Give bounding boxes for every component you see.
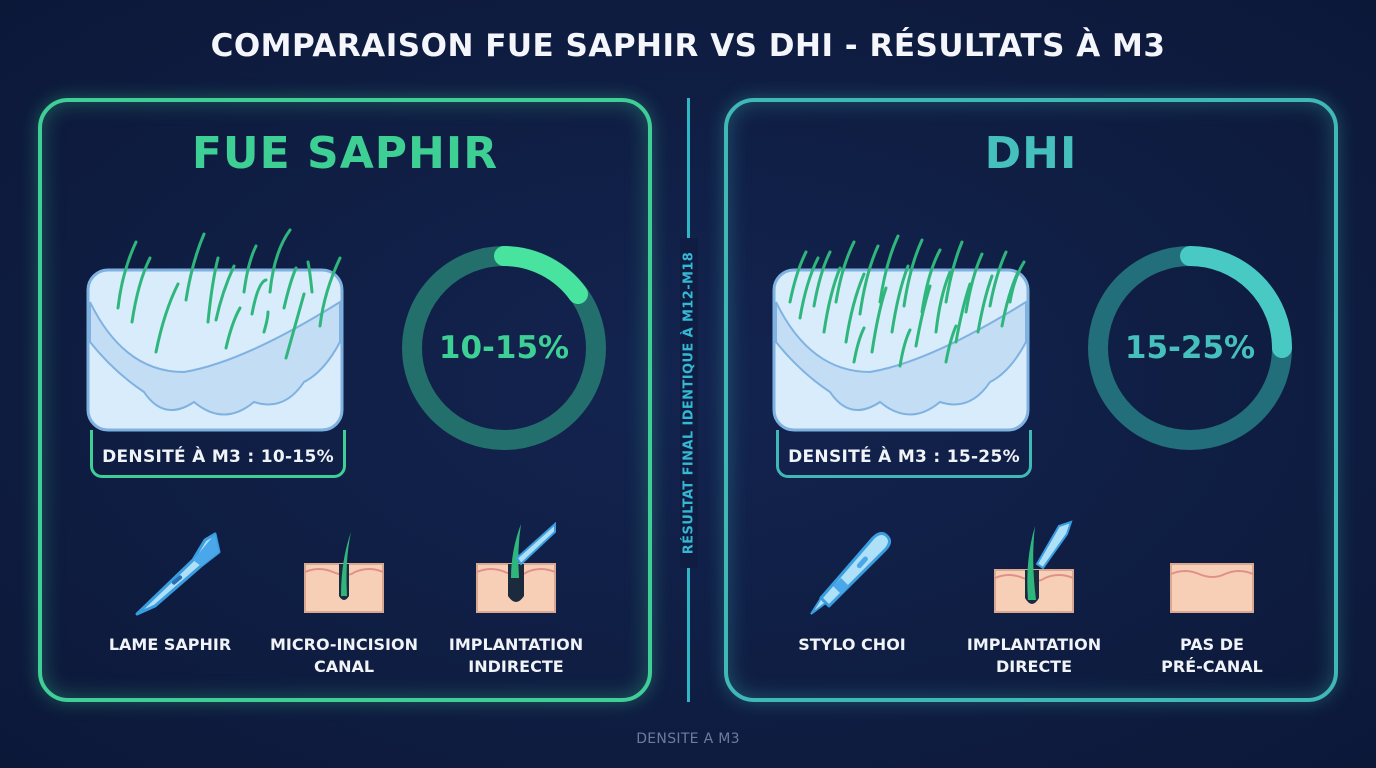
ring-value: 15-25% <box>1124 330 1256 366</box>
page-title: COMPARAISON FUE SAPHIR VS DHI - RÉSULTAT… <box>210 28 1166 64</box>
divider-gap <box>680 238 698 568</box>
feature-label: IMPLANTATION DIRECTE <box>966 635 1102 676</box>
feature-lame-saphir: LAME SAPHIR <box>80 520 260 656</box>
scalp-sparse-hair-icon <box>86 228 344 432</box>
choi-pen-icon <box>810 531 892 615</box>
sapphire-blade-icon <box>135 532 221 616</box>
footer-caption: DENSITE A M3 <box>636 731 740 747</box>
density-ring-dhi <box>1088 246 1292 450</box>
divider-label: RÉSULTAT FINAL IDENTIQUE À M12-M18 <box>681 251 697 555</box>
density-ring-fue <box>402 246 606 450</box>
no-pre-canal-icon <box>1170 563 1254 613</box>
indirect-implantation-icon <box>476 521 556 613</box>
direct-implantation-icon <box>994 520 1074 613</box>
feature-stylo-choi: STYLO CHOI <box>762 520 942 656</box>
micro-incision-canal-icon <box>304 532 384 613</box>
panel-title: FUE SAPHIR <box>191 128 499 179</box>
dhi-panel: DHI 15-25% DENSITÉ À M3 : 15-25% STYLO C… <box>724 98 1338 702</box>
feature-implantation-directe: IMPLANTATION DIRECTE <box>944 520 1124 678</box>
feature-label: IMPLANTATION INDIRECTE <box>448 635 584 676</box>
ring-value: 10-15% <box>438 330 570 366</box>
feature-label: STYLO CHOI <box>798 635 906 654</box>
feature-label: PAS DE PRÉ-CANAL <box>1161 635 1263 676</box>
density-label: DENSITÉ À M3 : 15-25% <box>776 430 1032 478</box>
panel-title: DHI <box>984 128 1078 179</box>
feature-label: MICRO-INCISION CANAL <box>270 635 418 676</box>
density-label: DENSITÉ À M3 : 10-15% <box>90 430 346 478</box>
feature-implantation-indirecte: IMPLANTATION INDIRECTE <box>426 520 606 678</box>
feature-micro-incision-canal: MICRO-INCISION CANAL <box>254 520 434 678</box>
fue-saphir-panel: FUE SAPHIR 10-15% DENSITÉ À M3 : 10-15% … <box>38 98 652 702</box>
feature-pas-de-pre-canal: PAS DE PRÉ-CANAL <box>1122 520 1302 678</box>
scalp-dense-hair-icon <box>772 234 1030 432</box>
feature-label: LAME SAPHIR <box>108 635 232 654</box>
